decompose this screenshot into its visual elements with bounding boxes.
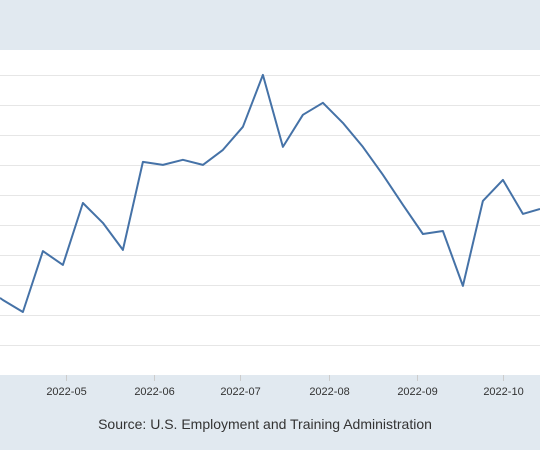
data-point[interactable]: [97, 217, 109, 229]
data-point[interactable]: [357, 141, 369, 153]
data-point[interactable]: [437, 225, 449, 237]
data-point[interactable]: [17, 306, 29, 318]
data-point[interactable]: [377, 169, 389, 181]
series-layer: [0, 69, 540, 318]
data-point[interactable]: [497, 174, 509, 186]
data-point[interactable]: [457, 280, 469, 292]
data-point[interactable]: [177, 154, 189, 166]
x-tick-label: 2022-05: [46, 386, 86, 398]
data-point[interactable]: [197, 159, 209, 171]
data-point[interactable]: [117, 244, 129, 256]
data-point[interactable]: [417, 228, 429, 240]
data-point[interactable]: [37, 245, 49, 257]
series-line-1: [0, 73, 540, 313]
x-tick-label: 2022-07: [220, 386, 260, 398]
data-point[interactable]: [237, 121, 249, 133]
plot-area: [0, 50, 540, 375]
data-point[interactable]: [337, 117, 349, 129]
data-point[interactable]: [257, 69, 269, 81]
data-point[interactable]: [297, 109, 309, 121]
data-point[interactable]: [157, 159, 169, 171]
data-point[interactable]: [57, 259, 69, 271]
data-point[interactable]: [317, 97, 329, 109]
data-point[interactable]: [397, 199, 409, 211]
data-point[interactable]: [0, 294, 9, 306]
data-point[interactable]: [137, 156, 149, 168]
data-point[interactable]: [534, 203, 540, 215]
data-point[interactable]: [517, 208, 529, 220]
x-tick-label: 2022-06: [134, 386, 174, 398]
x-tick-label: 2022-10: [483, 386, 523, 398]
x-tick-label: 2022-09: [397, 386, 437, 398]
data-point[interactable]: [77, 197, 89, 209]
gridlines: [0, 75, 540, 346]
line-chart: [0, 69, 540, 346]
data-point[interactable]: [477, 195, 489, 207]
data-point[interactable]: [277, 141, 289, 153]
source-note: Source: U.S. Employment and Training Adm…: [98, 416, 432, 432]
data-point[interactable]: [217, 144, 229, 156]
x-tick-label: 2022-08: [309, 386, 349, 398]
x-axis-ticks: 2022-05 2022-06 2022-07 2022-08 2022-09 2022-…: [46, 375, 524, 398]
